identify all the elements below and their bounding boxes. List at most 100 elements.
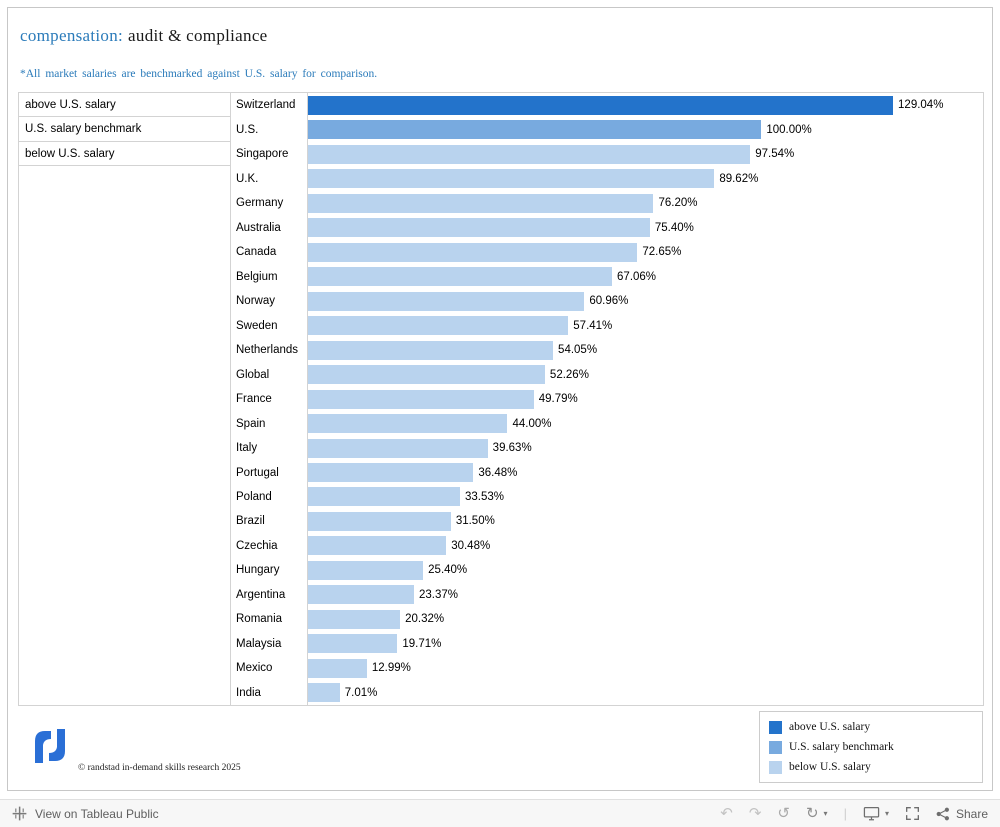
country-label[interactable]: India (231, 680, 308, 706)
country-label[interactable]: Hungary (231, 558, 308, 583)
bar[interactable] (308, 120, 762, 140)
bar[interactable] (308, 511, 451, 531)
country-label[interactable]: Global (231, 362, 308, 387)
page-subtitle: *All market salaries are benchmarked aga… (20, 68, 378, 80)
country-label[interactable]: Switzerland (231, 93, 308, 118)
country-label[interactable]: Mexico (231, 656, 308, 681)
country-label[interactable]: Italy (231, 435, 308, 461)
legend-item[interactable]: U.S. salary benchmark (769, 740, 973, 754)
bar[interactable] (308, 463, 474, 482)
row-legend-label[interactable]: below U.S. salary (19, 141, 231, 167)
chart-table: above U.S. salary Switzerland 129.04% U.S. … (18, 92, 984, 706)
bar[interactable] (308, 609, 401, 629)
bar-value-label: 67.06% (617, 270, 657, 283)
country-label[interactable]: Argentina (231, 582, 308, 608)
redo-icon[interactable]: ↷ (748, 805, 762, 822)
chart-row: Australia 75.40% (19, 215, 983, 240)
legend-item[interactable]: above U.S. salary (769, 720, 973, 734)
bar[interactable] (308, 95, 894, 115)
bar-value-label: 89.62% (719, 172, 759, 185)
device-layout-icon[interactable] (863, 806, 880, 821)
country-label[interactable]: Malaysia (231, 631, 308, 657)
bar-value-label: 97.54% (755, 148, 795, 161)
bar-cell: 23.37% (308, 583, 983, 607)
legend-label: below U.S. salary (789, 761, 871, 773)
bar[interactable] (308, 365, 545, 385)
bar-value-label: 19.71% (402, 637, 442, 650)
bar[interactable] (308, 560, 424, 580)
country-label[interactable]: Brazil (231, 509, 308, 534)
bar[interactable] (308, 291, 585, 311)
bar-cell: 100.00% (308, 117, 983, 141)
bar[interactable] (308, 144, 751, 164)
country-label[interactable]: U.S. (231, 117, 308, 142)
row-legend-empty-cell (19, 607, 231, 632)
refresh-icon[interactable]: ↻ (805, 805, 819, 822)
country-label[interactable]: Singapore (231, 141, 308, 167)
bar[interactable] (308, 536, 447, 556)
country-label[interactable]: U.K. (231, 166, 308, 191)
caret-down-icon[interactable]: ▾ (823, 809, 828, 818)
country-label[interactable]: Czechia (231, 533, 308, 559)
chart-row: Canada 72.65% (19, 239, 983, 265)
legend-label: above U.S. salary (789, 721, 871, 733)
bar[interactable] (308, 487, 461, 507)
bar[interactable] (308, 585, 414, 605)
country-label[interactable]: Sweden (231, 313, 308, 338)
share-button[interactable]: Share (936, 807, 988, 821)
row-legend-empty-cell (19, 166, 231, 191)
country-label[interactable]: Canada (231, 239, 308, 265)
replay-icon[interactable]: ↺ (777, 805, 790, 822)
fullscreen-icon[interactable] (905, 806, 920, 821)
row-legend-empty-cell (19, 582, 231, 608)
bar[interactable] (308, 218, 650, 238)
legend-item[interactable]: below U.S. salary (769, 760, 973, 774)
tableau-toolbar: View on Tableau Public ↶ ↷ ↺ ↻ ▾ | ▾ (0, 799, 1000, 827)
bar-cell: 49.79% (308, 387, 983, 411)
bar[interactable] (308, 340, 554, 360)
chart-row: Poland 33.53% (19, 484, 983, 510)
country-label[interactable]: Portugal (231, 460, 308, 485)
bar[interactable] (308, 438, 488, 458)
country-label[interactable]: Spain (231, 411, 308, 436)
bar-value-label: 54.05% (558, 344, 598, 357)
country-label[interactable]: Belgium (231, 264, 308, 289)
country-label[interactable]: Romania (231, 607, 308, 632)
bar[interactable] (308, 683, 340, 703)
bar-value-label: 36.48% (478, 466, 518, 479)
bar[interactable] (308, 242, 638, 262)
bar-cell: 25.40% (308, 558, 983, 582)
chart-row: Netherlands 54.05% (19, 337, 983, 363)
row-legend-empty-cell (19, 558, 231, 583)
bar[interactable] (308, 316, 569, 336)
bar[interactable] (308, 193, 654, 213)
country-label[interactable]: Norway (231, 288, 308, 314)
row-legend-empty-cell (19, 362, 231, 387)
toolbar-right: ↶ ↷ ↺ ↻ ▾ | ▾ (720, 806, 988, 821)
country-label[interactable]: Poland (231, 484, 308, 510)
country-label[interactable]: Netherlands (231, 337, 308, 363)
country-label[interactable]: Australia (231, 215, 308, 240)
country-label[interactable]: France (231, 386, 308, 412)
bar[interactable] (308, 267, 613, 287)
page-title-prefix: compensation: (20, 26, 124, 45)
bar[interactable] (308, 169, 715, 189)
bar-cell: 97.54% (308, 142, 983, 166)
row-legend-label[interactable]: above U.S. salary (19, 93, 231, 118)
bar[interactable] (308, 389, 534, 409)
bar[interactable] (308, 414, 508, 434)
country-label[interactable]: Germany (231, 190, 308, 216)
bar-value-label: 30.48% (451, 539, 491, 552)
caret-down-icon[interactable]: ▾ (884, 809, 889, 818)
bar[interactable] (308, 658, 367, 678)
undo-icon[interactable]: ↶ (720, 805, 733, 822)
bar-value-label: 49.79% (538, 393, 578, 406)
row-legend-label[interactable]: U.S. salary benchmark (19, 117, 231, 142)
chart-row: Argentina 23.37% (19, 582, 983, 608)
bar-cell: 52.26% (308, 362, 983, 386)
chart-row: Norway 60.96% (19, 288, 983, 314)
row-legend-empty-cell (19, 215, 231, 240)
bar-value-label: 75.40% (654, 221, 694, 234)
bar[interactable] (308, 634, 398, 654)
view-on-tableau-public-link[interactable]: View on Tableau Public (35, 806, 159, 821)
